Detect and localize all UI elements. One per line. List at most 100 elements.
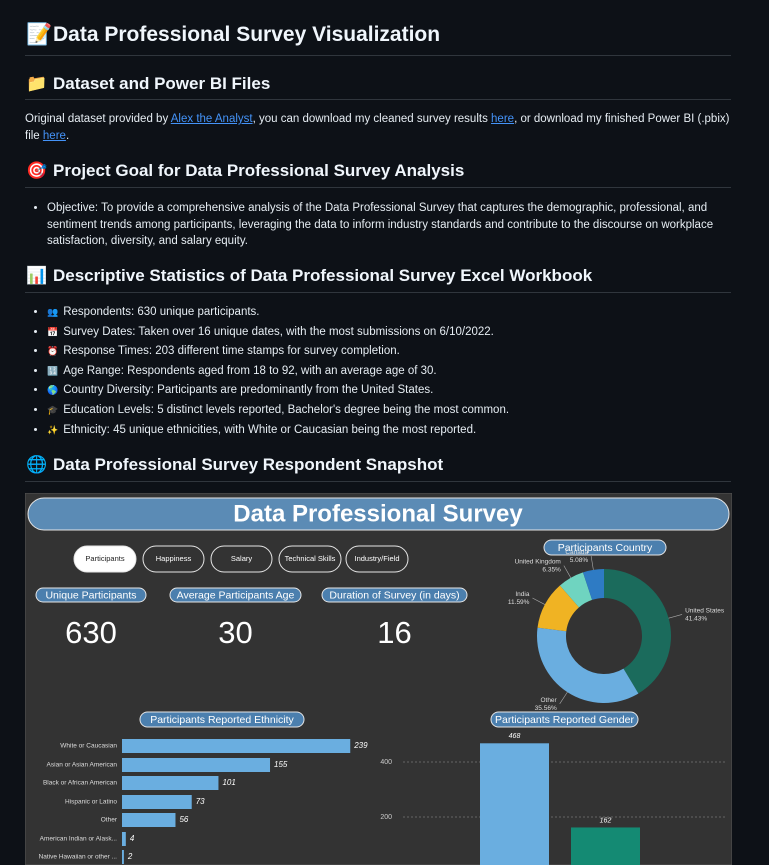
slice-label: Other 35.56%	[535, 697, 558, 712]
category-label: Other	[101, 817, 118, 824]
leader-line	[590, 555, 594, 570]
chart-title: Participants Reported Ethnicity	[150, 714, 294, 726]
bar	[122, 739, 351, 753]
section-heading-text: Descriptive Statistics of Data Professio…	[53, 266, 593, 285]
tab[interactable]	[142, 545, 205, 573]
link[interactable]: here	[491, 113, 515, 125]
value-label: 155	[274, 760, 288, 769]
bullet-text: Age Range: Respondents aged from 18 to 9…	[63, 364, 437, 377]
category-label: Black or African American	[43, 780, 117, 787]
kpi-value: 16	[377, 615, 411, 650]
category-label: Hispanic or Latino	[65, 799, 117, 806]
bullet-text: Education Levels: 5 distinct levels repo…	[63, 403, 510, 416]
leader-line	[559, 691, 568, 704]
bullet-item: 🎓 Education Levels: 5 distinct levels rep…	[47, 401, 717, 421]
paragraph: Original dataset provided by Alex the An…	[25, 111, 730, 145]
slice-category: United States	[685, 607, 725, 614]
link[interactable]: Alex the Analyst	[170, 113, 253, 125]
link[interactable]: here	[42, 130, 66, 142]
section-icon: 📁	[26, 74, 48, 93]
bullet-item: 👥 Respondents: 630 unique participants.	[47, 303, 717, 323]
page-title: 📝Data Professional Survey Visualization	[26, 22, 440, 48]
section-heading: 🎯 Project Goal for Data Professional Surv…	[26, 158, 464, 184]
pie-slice	[537, 627, 639, 703]
bullet-list: Objective: To provide a comprehensive an…	[25, 200, 717, 250]
slice-label: India 11.59%	[508, 591, 530, 606]
value-label: 73	[196, 797, 205, 806]
pie-slice	[537, 585, 579, 632]
slice-value-label: 11.59%	[508, 599, 530, 606]
section-icon: 📊	[26, 266, 48, 285]
bullet-item: 🌎 Country Diversity: Participants are pre…	[47, 381, 717, 401]
paragraph-text: Original dataset provided by	[25, 113, 171, 125]
tab[interactable]	[73, 545, 137, 573]
value-label: 101	[222, 778, 235, 787]
divider	[25, 99, 731, 100]
tab-label[interactable]: Participants	[85, 554, 124, 563]
category-label: Native Hawaiian or other ...	[39, 854, 118, 861]
pie-slice	[582, 569, 604, 600]
bullet-icon: 👥	[47, 307, 59, 317]
kpi-label-box	[169, 587, 302, 603]
value-label: 468	[509, 733, 521, 740]
y-tick-label: 200	[380, 814, 392, 821]
bar	[122, 758, 271, 772]
dashboard: Data Professional Survey Participants Happ…	[25, 493, 732, 865]
slice-category: Other	[540, 697, 557, 704]
bullet-item: 🔢 Age Range: Respondents aged from 18 to …	[47, 362, 717, 382]
kpi-label-box	[35, 587, 147, 603]
bullet-icon: 📅	[47, 326, 59, 337]
slice-category: Canada	[565, 549, 588, 556]
tab[interactable]	[278, 545, 342, 573]
title-banner	[27, 497, 730, 531]
slice-label: Canada 5.08%	[565, 549, 588, 564]
kpi-label: Average Participants Age	[177, 589, 295, 601]
bullet-item: 📅 Survey Dates: Taken over 16 unique date…	[47, 323, 717, 343]
section-icon: 🎯	[26, 161, 48, 180]
bullet-item: ⏰ Response Times: 203 different time stam…	[47, 342, 717, 362]
bullet-icon: ⏰	[47, 346, 59, 357]
section-heading-text: Data Professional Survey Respondent Snap…	[53, 455, 444, 474]
tab-label[interactable]: Salary	[231, 554, 253, 563]
category-label: Asian or Asian American	[47, 762, 118, 769]
divider	[25, 292, 731, 293]
kpi-label: Duration of Survey (in days)	[329, 589, 459, 601]
section-heading-text: Dataset and Power BI Files	[53, 74, 271, 93]
bar	[122, 776, 219, 790]
bar	[122, 850, 124, 864]
leader-line	[532, 597, 545, 605]
bullet-text: Objective: To provide a comprehensive an…	[47, 202, 714, 247]
slice-category: United Kingdom	[515, 558, 561, 565]
chart-title: Participants Reported Gender	[495, 714, 634, 726]
tab-label[interactable]: Technical Skills	[285, 554, 336, 563]
slice-category: India	[515, 591, 529, 598]
tab-label[interactable]: Industry/Field	[354, 554, 399, 563]
bullet-icon: 🌎	[47, 385, 59, 396]
title-icon: 📝	[26, 23, 53, 46]
bullet-item: ✨ Ethnicity: 45 unique ethnicities, with …	[47, 421, 717, 441]
paragraph-text: .	[65, 130, 70, 142]
bullet-list: 👥 Respondents: 630 unique participants. 📅 S…	[25, 303, 717, 440]
y-tick-label: 400	[380, 759, 392, 766]
bullet-text: Survey Dates: Taken over 16 unique dates…	[63, 325, 494, 338]
bar	[122, 832, 126, 846]
tab-label[interactable]: Happiness	[156, 554, 192, 563]
section-icon: 🌐	[26, 455, 48, 474]
paragraph-text: , or download my finished Power BI (.pbi…	[25, 113, 730, 142]
dashboard-title: Data Professional Survey	[233, 500, 523, 527]
bullet-text: Response Times: 203 different time stamp…	[63, 345, 400, 358]
value-label: 4	[130, 834, 135, 843]
value-label: 162	[600, 817, 612, 824]
tab[interactable]	[210, 545, 273, 573]
slice-label: United States 41.43%	[685, 607, 725, 622]
slice-value-label: 5.08%	[570, 557, 589, 564]
chart-title: Participants Country	[558, 542, 653, 554]
section-heading: 🌐 Data Professional Survey Respondent Sna…	[26, 452, 443, 478]
chart-title-box	[139, 711, 305, 728]
bar	[571, 827, 640, 865]
tab[interactable]	[345, 545, 409, 573]
bullet-icon: ✨	[47, 424, 59, 435]
bullet-text: Ethnicity: 45 unique ethnicities, with W…	[63, 423, 477, 436]
bar	[122, 813, 176, 827]
